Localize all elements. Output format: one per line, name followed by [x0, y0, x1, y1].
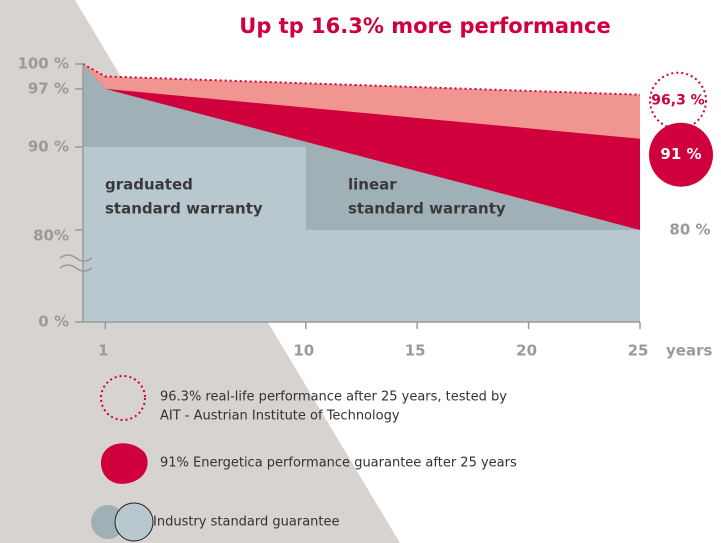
dotted-line — [82, 63, 641, 96]
end-label: 91 % — [660, 145, 701, 163]
end-badge — [649, 122, 713, 187]
y-tick-label: 100 % — [17, 55, 69, 73]
legend-icon-red — [101, 443, 148, 484]
end-label: 96,3 % — [651, 93, 704, 109]
x-tick-label: 10 — [293, 342, 314, 360]
region-label: standard warranty — [105, 200, 263, 218]
area — [83, 147, 640, 322]
x-axis-label: years — [666, 342, 712, 360]
region-label: linear — [348, 176, 397, 194]
end-badge — [649, 71, 707, 130]
y-tick-label: 90 % — [28, 138, 69, 156]
y-tick-label: 80% — [33, 227, 69, 245]
x-tick-label: 1 — [98, 342, 108, 360]
legend-label: AIT - Austrian Institute of Technology — [160, 409, 400, 424]
axis-break — [59, 254, 93, 272]
x-tick-label: 15 — [405, 342, 426, 360]
legend-label: Industry standard guarantee — [153, 515, 340, 530]
region-label: graduated — [105, 176, 193, 194]
legend-label: 96.3% real-life performance after 25 yea… — [160, 390, 507, 405]
legend-icon-dotted — [100, 375, 146, 421]
y-tick-label: 0 % — [38, 313, 69, 331]
legend-icon-blue — [114, 502, 154, 542]
x-tick-label: 25 — [628, 342, 649, 360]
legend-label: 91% Energetica performance guarantee aft… — [160, 456, 517, 471]
end-label: 80 % — [669, 221, 710, 239]
chart-title: Up tp 16.3% more performance — [239, 14, 610, 38]
plot: 100 % 97 % 90 % 80% 0 % 1 10 15 20 25 years — [17, 55, 712, 360]
region-label: standard warranty — [348, 200, 506, 218]
overlay: 96,3 % 91 % 80 % graduated standard warranty… — [59, 71, 713, 542]
y-tick-label: 97 % — [28, 79, 69, 97]
x-tick-label: 20 — [516, 342, 537, 360]
